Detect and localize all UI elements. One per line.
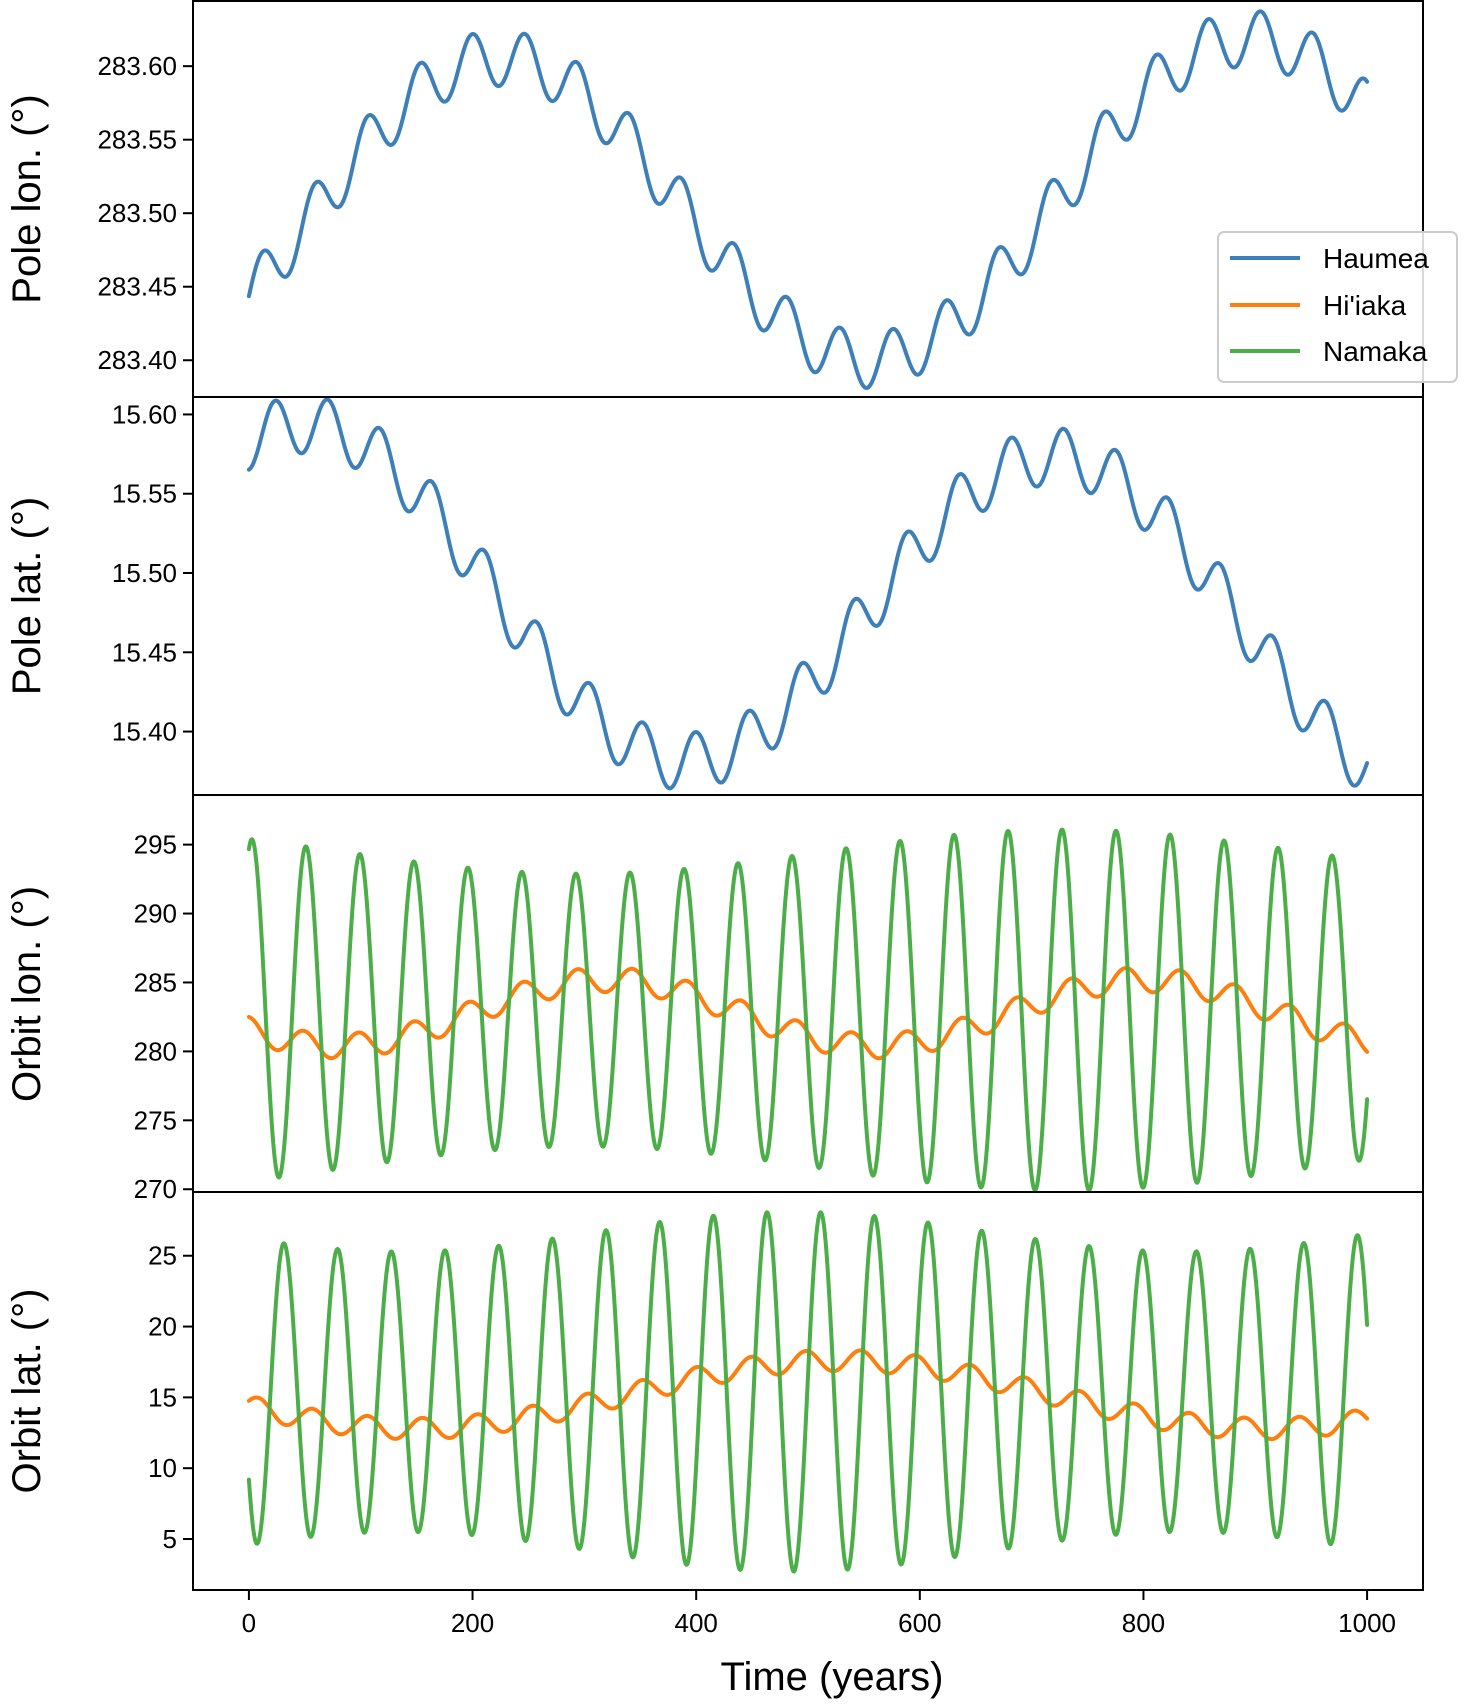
y-axis-label: Orbit lon. (°) bbox=[5, 886, 49, 1102]
y-tick-label: 15.60 bbox=[112, 399, 177, 429]
panel-frame bbox=[192, 1191, 1424, 1591]
legend-entry-hiiaka: Hi'iaka bbox=[1230, 290, 1407, 321]
series-line-haumea bbox=[246, 397, 1370, 791]
y-tick-label: 20 bbox=[148, 1312, 177, 1342]
y-tick-label: 280 bbox=[134, 1036, 177, 1066]
y-ticks: 270 275 280 285 290 295 bbox=[134, 830, 193, 1204]
y-tick-label: 290 bbox=[134, 899, 177, 929]
y-tick-label: 25 bbox=[148, 1241, 177, 1271]
legend-box bbox=[1217, 231, 1458, 383]
y-axis-label: Pole lat. (°) bbox=[5, 497, 49, 695]
y-tick-label: 15.50 bbox=[112, 558, 177, 588]
series-line-haumea bbox=[246, 9, 1370, 390]
series-lines bbox=[246, 397, 1370, 791]
series-line-namaka bbox=[246, 827, 1370, 1193]
x-tick-label: 0 bbox=[242, 1608, 256, 1638]
y-tick-label: 285 bbox=[134, 967, 177, 997]
x-ticks: 0 200 400 600 800 1000 bbox=[242, 1590, 1396, 1638]
y-tick-label: 15 bbox=[148, 1382, 177, 1412]
legend-label-hiiaka: Hi'iaka bbox=[1323, 290, 1407, 321]
x-tick-label: 800 bbox=[1122, 1608, 1165, 1638]
series-lines bbox=[246, 827, 1370, 1193]
legend-entry-haumea: Haumea bbox=[1230, 243, 1429, 274]
legend: Haumea Hi'iaka Namaka bbox=[1217, 231, 1458, 383]
x-tick-label: 200 bbox=[451, 1608, 494, 1638]
y-ticks: 5 10 15 20 25 bbox=[148, 1241, 193, 1554]
x-tick-label: 1000 bbox=[1338, 1608, 1396, 1638]
series-lines bbox=[246, 9, 1370, 390]
y-tick-label: 15.55 bbox=[112, 479, 177, 509]
y-axis-label: Orbit lat. (°) bbox=[5, 1289, 49, 1494]
y-tick-label: 275 bbox=[134, 1105, 177, 1135]
y-axis-label: Pole lon. (°) bbox=[5, 94, 49, 303]
series-lines bbox=[246, 1210, 1370, 1574]
legend-label-haumea: Haumea bbox=[1323, 243, 1429, 274]
y-tick-label: 283.60 bbox=[97, 51, 177, 81]
y-tick-label: 283.55 bbox=[97, 125, 177, 155]
x-tick-label: 400 bbox=[674, 1608, 717, 1638]
panel-orbit-lon: 270 275 280 285 290 295 Orbit lon. (°) bbox=[5, 794, 1424, 1204]
y-tick-label: 283.45 bbox=[97, 272, 177, 302]
y-tick-label: 15.40 bbox=[112, 717, 177, 747]
y-tick-label: 283.50 bbox=[97, 198, 177, 228]
panel-orbit-lat: 5 10 15 20 25 0 200 400 600 800 1000 Orbit lat. (… bbox=[5, 1191, 1424, 1699]
y-ticks: 283.40 283.45 283.50 283.55 283.60 bbox=[97, 51, 193, 375]
y-tick-label: 10 bbox=[148, 1453, 177, 1483]
y-tick-label: 15.45 bbox=[112, 637, 177, 667]
series-line-namaka bbox=[246, 1210, 1370, 1574]
legend-entry-namaka: Namaka bbox=[1230, 336, 1428, 367]
y-tick-label: 283.40 bbox=[97, 345, 177, 375]
y-ticks: 15.40 15.45 15.50 15.55 15.60 bbox=[112, 399, 193, 747]
y-tick-label: 270 bbox=[134, 1174, 177, 1204]
y-tick-label: 295 bbox=[134, 830, 177, 860]
x-axis-label: Time (years) bbox=[721, 1655, 944, 1699]
y-tick-label: 5 bbox=[163, 1524, 177, 1554]
x-tick-label: 600 bbox=[898, 1608, 941, 1638]
legend-label-namaka: Namaka bbox=[1323, 336, 1428, 367]
